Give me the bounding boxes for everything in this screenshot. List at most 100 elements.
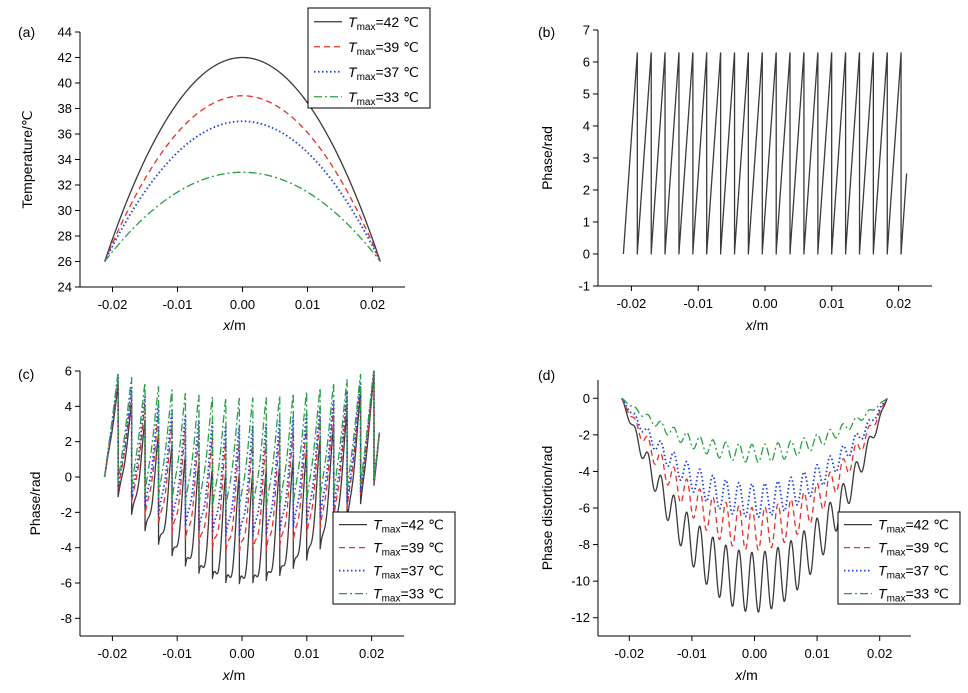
y-tick-label: 36	[58, 127, 72, 142]
y-tick-label: 3	[583, 151, 590, 166]
legend-entry: Tmax=42 ℃	[348, 14, 419, 33]
legend-entry: Tmax=33 ℃	[373, 586, 444, 605]
y-axis-label: Temperature/℃	[19, 110, 35, 208]
legend-entry: Tmax=33 ℃	[878, 586, 949, 605]
panel-label: (a)	[18, 24, 35, 40]
y-tick-label: -2	[578, 427, 590, 442]
y-axis-label: Phase distortion/rad	[539, 446, 555, 571]
y-tick-label: 30	[58, 203, 72, 218]
series-line-3	[103, 120, 382, 262]
legend: Tmax=42 ℃ Tmax=39 ℃ Tmax=37 ℃ Tmax=33 ℃	[332, 511, 456, 605]
x-tick-label: 0.02	[886, 296, 911, 311]
y-tick-label: -8	[60, 611, 72, 626]
y-tick-label: -4	[60, 540, 72, 555]
legend-box	[837, 511, 961, 605]
legend-entry: Tmax=37 ℃	[348, 64, 419, 83]
y-tick-label: -12	[571, 610, 590, 625]
chart-panel-a: 24 26 28 30 32 34 36 38 40 42 44 -0.02 -0.01 0.00 0.01…	[18, 7, 431, 333]
chart-panel-d: -12 -10 -8 -6 -4 -2 0 -0.02 -0.01 0.00 0.01 0.02 (d)…	[538, 367, 961, 683]
legend-entry: Tmax=39 ℃	[348, 39, 419, 58]
y-tick-label: 38	[58, 101, 72, 116]
x-tick-label: -0.01	[162, 646, 192, 661]
y-tick-label: -8	[578, 537, 590, 552]
x-tick-label: -0.01	[163, 297, 193, 312]
y-tick-label: 7	[583, 23, 590, 38]
y-tick-label: 4	[583, 119, 590, 134]
y-tick-label: 40	[58, 76, 72, 91]
y-axis-label: Phase/rad	[539, 126, 555, 190]
x-tick-label: 0.02	[360, 297, 385, 312]
x-tick-label: -0.02	[98, 646, 128, 661]
series-line-4	[103, 370, 381, 510]
x-axis-label: x/m	[745, 317, 769, 333]
x-tick-label: -0.01	[683, 296, 713, 311]
x-tick-label: 0.02	[359, 646, 384, 661]
y-tick-label: -1	[578, 279, 590, 294]
series-line-2	[621, 397, 888, 551]
legend-entry: Tmax=39 ℃	[373, 540, 444, 559]
y-tick-label: -2	[60, 505, 72, 520]
y-tick-label: 4	[65, 399, 72, 414]
series-line-1	[621, 397, 888, 613]
series-line-2	[104, 95, 381, 262]
y-axis-label: Phase/rad	[27, 472, 43, 536]
y-tick-label: 6	[65, 364, 72, 379]
series-line-4	[621, 397, 888, 463]
y-tick-label: 0	[583, 391, 590, 406]
y-tick-label: 44	[58, 25, 72, 40]
y-tick-label: 2	[583, 183, 590, 198]
series-line-1	[104, 56, 381, 262]
y-tick-label: 2	[65, 434, 72, 449]
y-tick-label: 26	[58, 254, 72, 269]
y-tick-label: -6	[60, 576, 72, 591]
y-tick-label: 0	[65, 470, 72, 485]
legend-box	[307, 7, 431, 109]
x-axis-label: x/m	[222, 317, 246, 333]
legend: Tmax=42 ℃ Tmax=39 ℃ Tmax=37 ℃ Tmax=33 ℃	[307, 7, 431, 109]
legend-entry: Tmax=37 ℃	[878, 563, 949, 582]
x-tick-label: 0.00	[230, 297, 255, 312]
y-tick-label: 24	[58, 280, 72, 295]
legend: Tmax=42 ℃ Tmax=39 ℃ Tmax=37 ℃ Tmax=33 ℃	[837, 511, 961, 605]
legend-entry: Tmax=39 ℃	[878, 540, 949, 559]
chart-panel-c: -8 -6 -4 -2 0 2 4 6 -0.02 -0.01 0.00 0.01 0.02 (c) x/m…	[18, 364, 456, 683]
y-tick-label: -6	[578, 501, 590, 516]
x-tick-label: 0.01	[804, 646, 829, 661]
y-tick-label: 42	[58, 50, 72, 65]
x-tick-label: -0.02	[617, 296, 647, 311]
x-tick-label: -0.02	[614, 646, 644, 661]
y-tick-label: -4	[578, 464, 590, 479]
y-tick-label: 28	[58, 229, 72, 244]
series-line-1	[622, 52, 908, 255]
y-tick-label: 32	[58, 178, 72, 193]
x-tick-label: -0.01	[677, 646, 707, 661]
y-tick-label: 1	[583, 215, 590, 230]
x-tick-label: 0.00	[229, 646, 254, 661]
panel-label: (c)	[18, 366, 34, 382]
y-tick-label: 34	[58, 152, 72, 167]
y-tick-label: 0	[583, 247, 590, 262]
series-line-4	[104, 171, 381, 262]
panel-label: (b)	[538, 24, 555, 40]
x-tick-label: -0.02	[98, 297, 128, 312]
chart-panel-b: -1 0 1 2 3 4 5 6 7 -0.02 -0.01 0.00 0.01 0.02 (b) x/m Ph…	[538, 23, 932, 333]
panel-label: (d)	[538, 367, 555, 383]
series-line-3	[103, 370, 381, 537]
legend-box	[332, 511, 456, 605]
y-tick-label: -10	[571, 574, 590, 589]
legend-entry: Tmax=42 ℃	[373, 517, 444, 536]
x-tick-label: 0.01	[819, 296, 844, 311]
x-tick-label: 0.02	[867, 646, 892, 661]
x-tick-label: 0.01	[295, 297, 320, 312]
x-axis-label: x/m	[734, 667, 758, 683]
y-tick-label: 5	[583, 87, 590, 102]
y-tick-label: 6	[583, 55, 590, 70]
x-tick-label: 0.00	[742, 646, 767, 661]
x-axis-label: x/m	[222, 667, 246, 683]
legend-entry: Tmax=42 ℃	[878, 517, 949, 536]
legend-entry: Tmax=33 ℃	[348, 89, 419, 108]
x-tick-label: 0.00	[752, 296, 777, 311]
legend-entry: Tmax=37 ℃	[373, 563, 444, 582]
x-tick-label: 0.01	[294, 646, 319, 661]
